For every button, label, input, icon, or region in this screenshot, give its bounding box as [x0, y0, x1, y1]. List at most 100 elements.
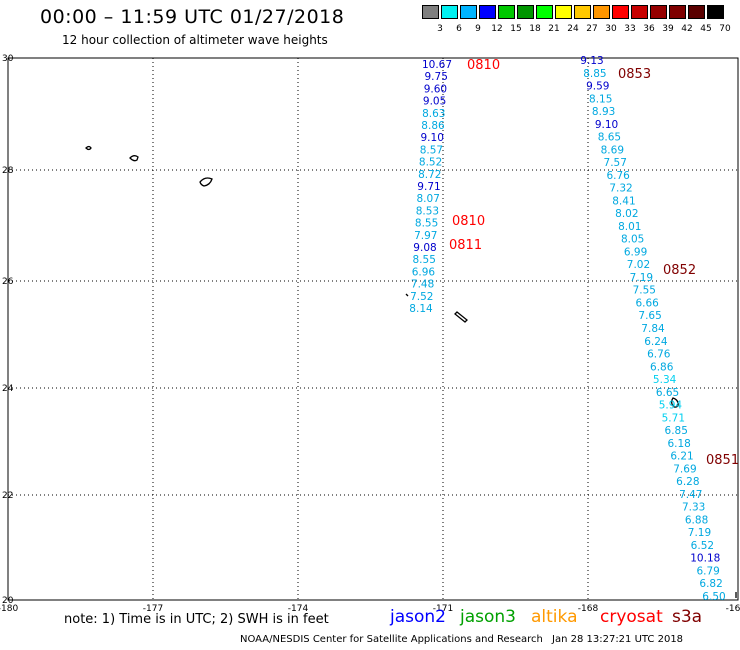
- wave-height-value: 8.14: [409, 303, 433, 315]
- island-outline: [671, 397, 679, 408]
- longitude-label: -171: [433, 604, 453, 614]
- scale-label: 42: [681, 24, 693, 34]
- wave-height-value: 9.71: [417, 181, 440, 193]
- satellite-jason3-label: jason3: [460, 607, 516, 627]
- pass-time-label: 0810: [467, 58, 500, 73]
- wave-height-value: 6.24: [644, 336, 668, 348]
- scale-swatch: [650, 5, 667, 19]
- satellite-s3a-label: s3a: [672, 607, 703, 627]
- map-grid: [7, 57, 739, 601]
- wave-height-value: 8.86: [421, 120, 445, 132]
- scale-label: 45: [700, 24, 712, 34]
- wave-height-value: 7.33: [682, 502, 705, 514]
- wave-height-value: 8.57: [420, 144, 443, 156]
- pass-time-label: 0851: [706, 453, 739, 468]
- latitude-label: 22: [2, 491, 13, 501]
- wave-height-value: 6.28: [676, 476, 699, 488]
- wave-height-value: 7.48: [411, 279, 434, 291]
- satellite-altika-label: altika: [531, 607, 578, 627]
- wave-height-value: 6.88: [685, 514, 708, 526]
- wave-height-value: 7.97: [414, 230, 437, 242]
- scale-swatch: [555, 5, 572, 19]
- wave-height-value: 8.05: [621, 234, 644, 246]
- scale-label: 33: [624, 24, 636, 34]
- scale-swatch: [688, 5, 705, 19]
- pass-time-label: 0853: [618, 67, 651, 82]
- wave-height-value: 10.18: [690, 553, 720, 565]
- scale-swatch: [593, 5, 610, 19]
- scale-swatch: [669, 5, 686, 19]
- scale-label: 21: [548, 24, 560, 34]
- wave-height-value: 8.63: [422, 108, 445, 120]
- scale-label: 12: [491, 24, 503, 34]
- wave-height-value: 7.52: [410, 291, 433, 303]
- scale-label: 27: [586, 24, 598, 34]
- longitude-label: -177: [143, 604, 163, 614]
- wave-height-value: 5.34: [653, 374, 677, 386]
- wave-height-value: 6.52: [691, 540, 714, 552]
- scale-swatch: [498, 5, 515, 19]
- scale-swatch: [441, 5, 458, 19]
- latitude-label: 28: [2, 166, 14, 176]
- wave-height-value: 9.59: [586, 81, 609, 93]
- scale-swatch: [536, 5, 553, 19]
- wave-height-value: 9.13: [580, 55, 603, 67]
- latitude-label: 26: [2, 277, 14, 287]
- wave-height-value: 8.53: [416, 205, 439, 217]
- scale-swatch: [574, 5, 591, 19]
- wave-height-value: 8.52: [419, 157, 442, 169]
- wave-height-value: 5.71: [662, 412, 685, 424]
- wave-height-value: 7.02: [627, 259, 650, 271]
- wave-height-value: 7.65: [638, 310, 661, 322]
- satellite-cryosat-label: cryosat: [600, 607, 663, 627]
- wave-height-value: 9.10: [421, 132, 444, 144]
- wave-height-value: 8.01: [618, 221, 641, 233]
- map-title: 00:00 – 11:59 UTC 01/27/2018: [40, 6, 345, 28]
- latitude-label: 30: [2, 54, 14, 64]
- scale-label: 30: [605, 24, 617, 34]
- scale-label: 36: [643, 24, 655, 34]
- wave-height-value: 8.93: [592, 106, 615, 118]
- wave-height-value: 7.19: [688, 527, 711, 539]
- credit-line: NOAA/NESDIS Center for Satellite Applica…: [240, 634, 543, 645]
- wave-height-value: 9.60: [424, 83, 447, 95]
- latitude-label: 20: [2, 596, 14, 606]
- wave-height-value: 9.75: [425, 71, 448, 83]
- scale-swatch: [707, 5, 724, 19]
- generation-timestamp: Jan 28 13:27:21 UTC 2018: [552, 634, 684, 645]
- longitude-label: -168: [578, 604, 599, 614]
- scale-label: 18: [529, 24, 541, 34]
- scale-label: 24: [567, 24, 579, 34]
- wave-height-value: 6.79: [696, 565, 719, 577]
- wave-height-value: 6.76: [606, 170, 630, 182]
- latitude-label: 24: [2, 384, 14, 394]
- footer-note: note: 1) Time is in UTC; 2) SWH is in fe…: [64, 612, 329, 627]
- wave-height-value: 10.67: [422, 59, 452, 71]
- wave-height-value: 6.50: [702, 591, 725, 603]
- axis-labels: -180 -177 -174 -171 -168 -16 30 28 26 24 22 20: [0, 54, 740, 614]
- wave-height-value: 7.19: [630, 272, 653, 284]
- wave-height-value: 7.57: [604, 157, 627, 169]
- coastlines: [85, 145, 737, 598]
- scale-swatch: [612, 5, 629, 19]
- wave-height-value: 9.05: [423, 96, 446, 108]
- wave-height-value: 8.55: [415, 218, 438, 230]
- scale-label: 6: [456, 24, 462, 34]
- wave-height-value: 6.86: [650, 361, 674, 373]
- longitude-label: -174: [288, 604, 309, 614]
- wave-height-value: 9.08: [413, 242, 436, 254]
- wave-height-value: 8.07: [417, 193, 440, 205]
- wave-height-value: 8.41: [612, 195, 635, 207]
- wave-height-value: 6.85: [665, 425, 688, 437]
- scale-label: 3: [437, 24, 443, 34]
- satellite-jason2-label: jason2: [390, 607, 446, 627]
- wave-height-value: 8.85: [583, 68, 606, 80]
- scale-swatch: [422, 5, 439, 19]
- wave-height-value: 6.66: [635, 297, 659, 309]
- altimeter-tracks: 10.679.759.609.058.638.869.108.578.528.7…: [409, 55, 725, 603]
- island-outline: [199, 177, 213, 187]
- wave-height-value: 7.84: [641, 323, 665, 335]
- pass-time-labels: 0810 0853 0810 0811 0852 0851: [449, 58, 739, 468]
- scale-label: 70: [719, 24, 731, 34]
